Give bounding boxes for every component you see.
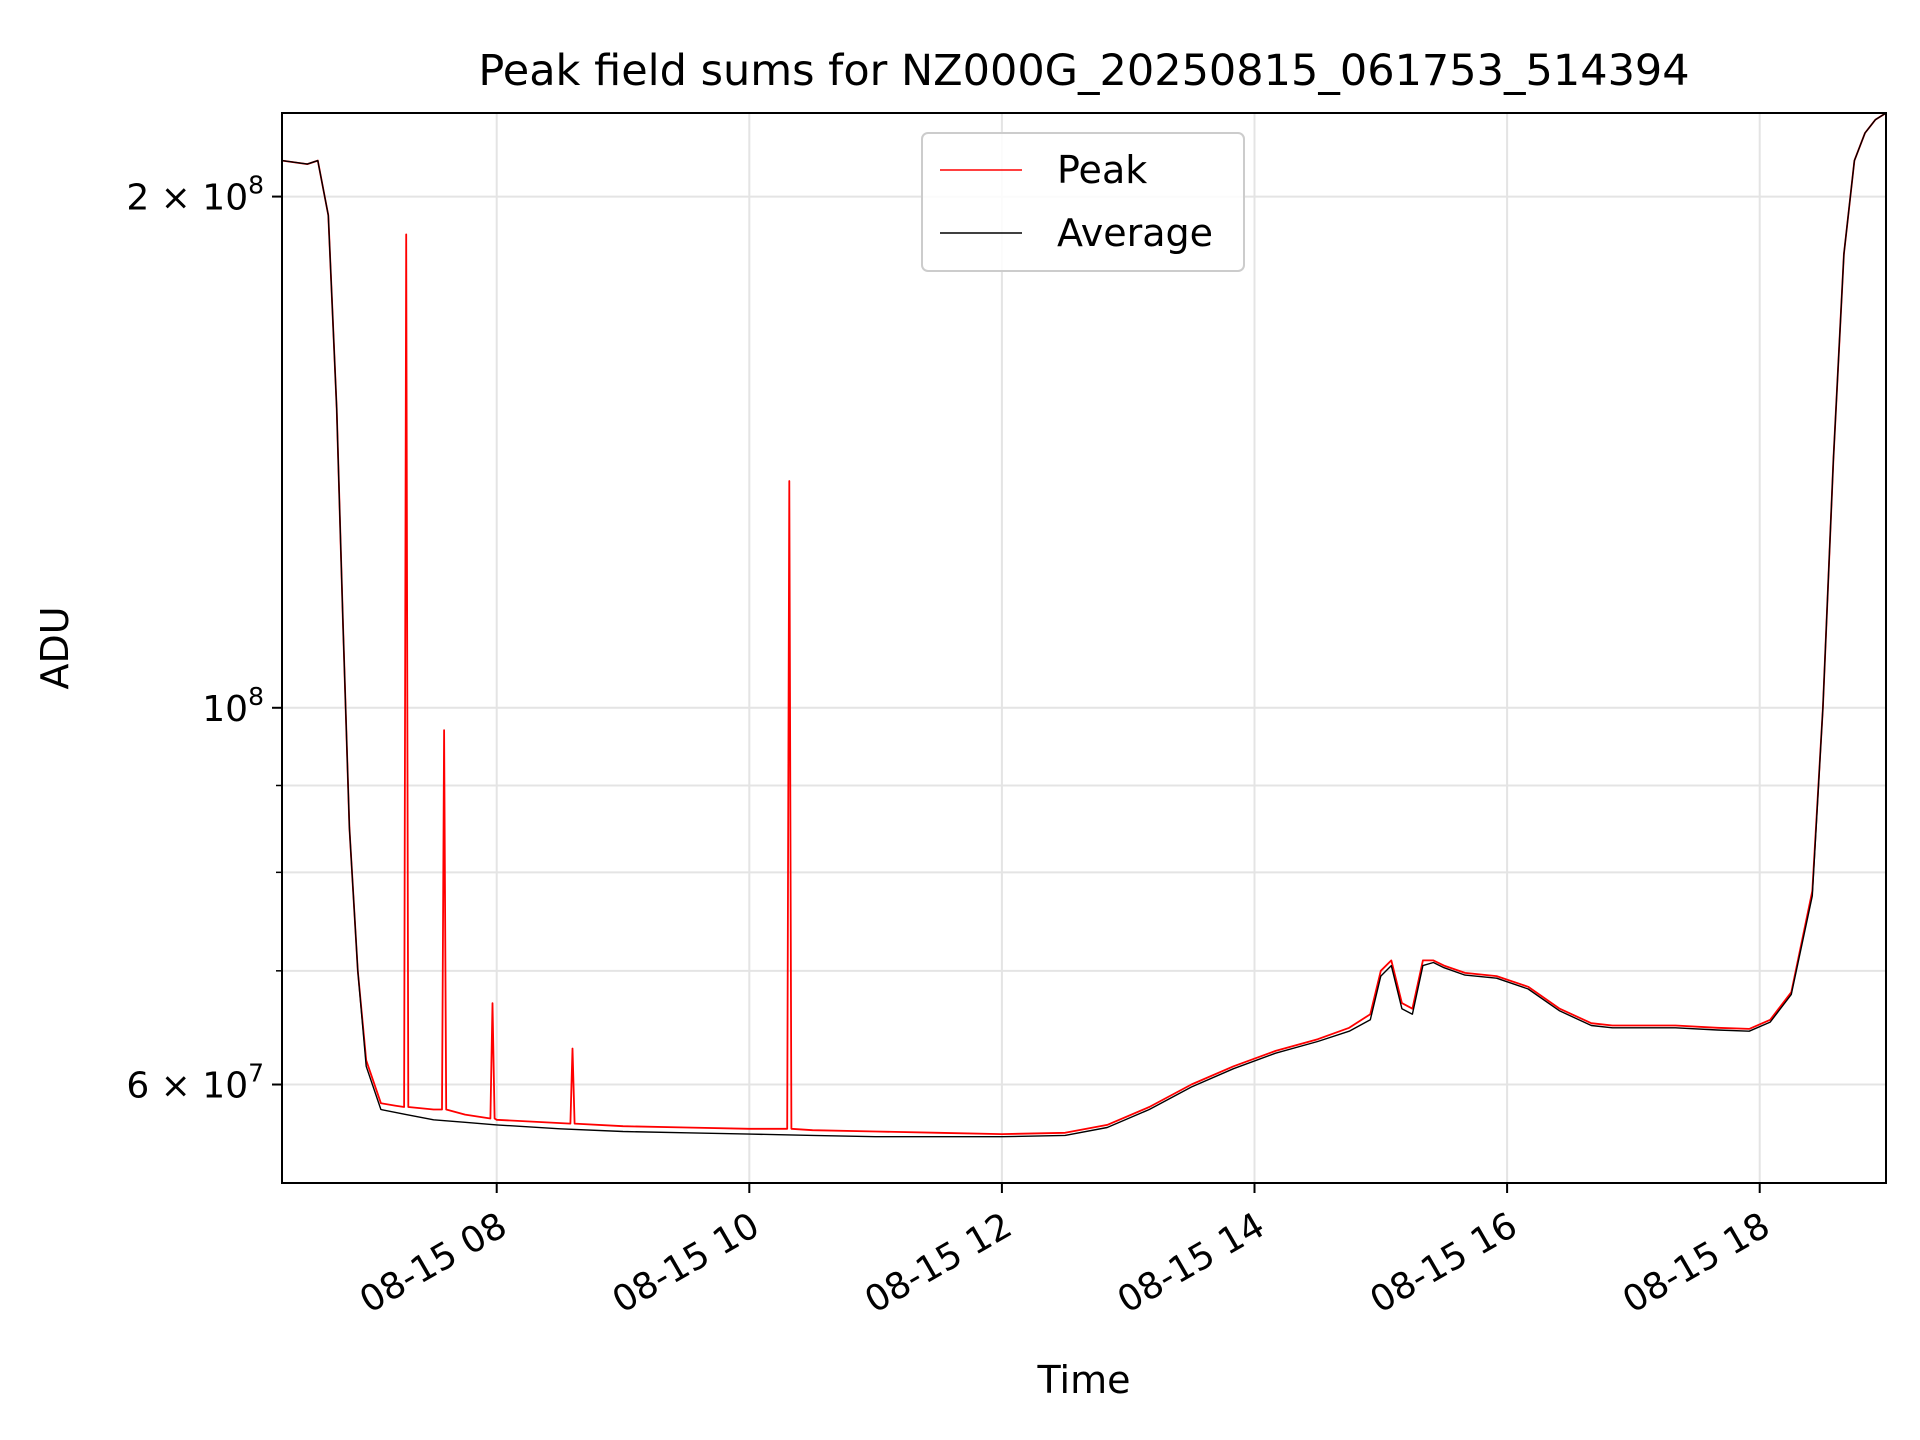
x-tick-label: 08-15 10 [606,1205,767,1321]
legend-label-average: Average [1057,211,1213,255]
series-layer [282,113,1886,1138]
plot-frame [281,112,1887,1184]
chart-title: Peak field sums for NZ000G_20250815_0617… [478,46,1689,96]
y-tick-label: 108 [202,682,264,730]
legend-label-peak: Peak [1057,148,1147,192]
series-line-average [282,113,1886,1138]
x-tick-label: 08-15 18 [1616,1205,1777,1321]
legend: Peak Average [921,132,1245,272]
legend-box [921,132,1245,272]
series-line-peak [282,113,1886,1135]
y-tick-label: 2 × 108 [126,171,264,219]
y-axis-label: ADU [33,606,77,689]
x-tick-label: 08-15 12 [858,1205,1019,1321]
y-tick-exponent: 7 [248,1059,264,1088]
x-tick-label: 08-15 16 [1364,1205,1525,1321]
x-tick-label: 08-15 08 [353,1205,514,1321]
y-tick-base: 10 [202,689,248,730]
y-tick-base: 2 × 10 [126,178,248,219]
y-tick-base: 6 × 10 [126,1066,248,1107]
y-tick-exponent: 8 [248,682,264,711]
x-axis-label: Time [1037,1358,1131,1402]
x-tick-label: 08-15 14 [1111,1205,1272,1321]
y-tick-exponent: 8 [248,171,264,200]
y-tick-label: 6 × 107 [126,1059,264,1107]
grid-layer [282,113,1886,1183]
x-axis-ticks: 08-15 08 08-15 10 08-15 12 08-15 14 08-15 16… [353,1183,1777,1322]
